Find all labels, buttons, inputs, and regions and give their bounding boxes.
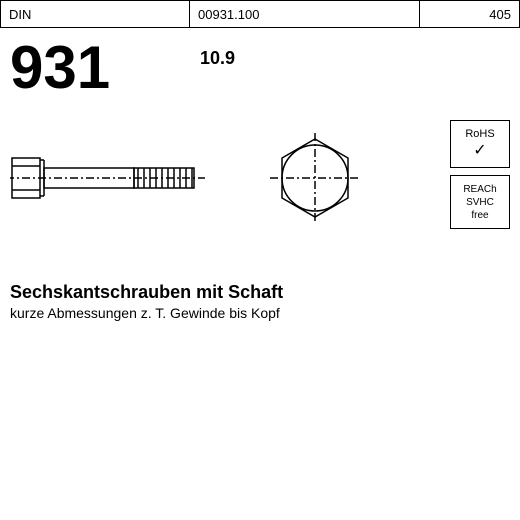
bolt-side-view-icon <box>10 138 210 218</box>
reach-line3: free <box>471 209 488 222</box>
reach-badge: REACh SVHC free <box>450 175 510 229</box>
header-code: 00931.100 <box>190 1 420 27</box>
bolt-end-view-icon <box>270 133 360 223</box>
rohs-badge: RoHS ✓ <box>450 120 510 168</box>
product-subtitle: kurze Abmessungen z. T. Gewinde bis Kopf <box>0 303 520 321</box>
header-variant: 405 <box>420 1 520 27</box>
product-title: Sechskantschrauben mit Schaft <box>0 282 520 303</box>
check-icon: ✓ <box>473 140 486 160</box>
product-number: 931 <box>0 28 520 98</box>
technical-diagrams <box>0 108 520 258</box>
strength-class: 10.9 <box>200 48 235 69</box>
reach-line1: REACh <box>463 183 496 196</box>
reach-line2: SVHC <box>466 196 494 209</box>
header-standard: DIN <box>0 1 190 27</box>
rohs-label: RoHS <box>465 128 494 140</box>
